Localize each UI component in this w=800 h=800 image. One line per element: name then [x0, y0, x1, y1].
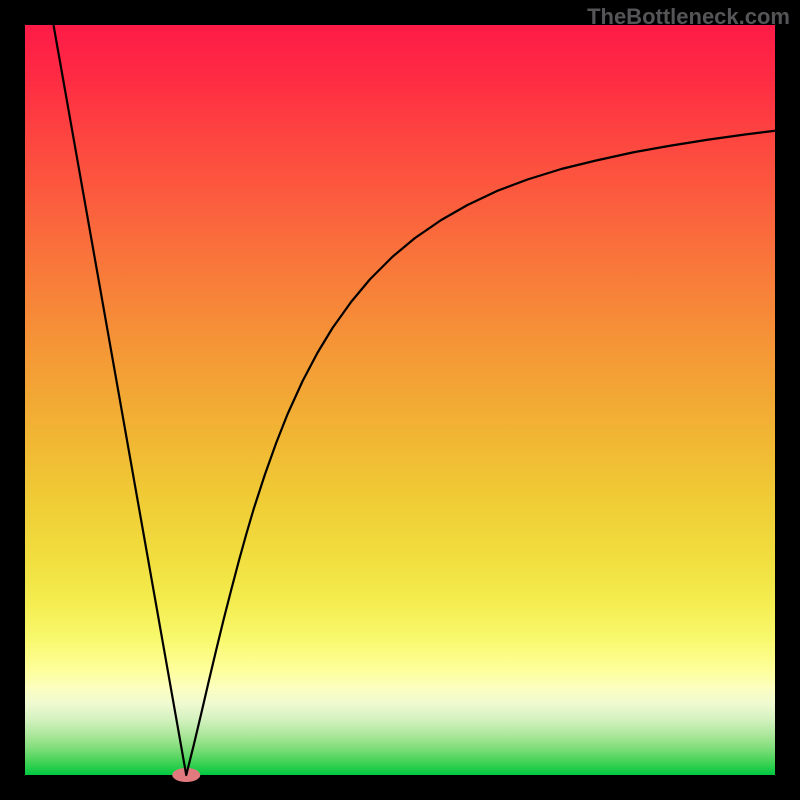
- plot-gradient-background: [25, 25, 775, 775]
- bottleneck-chart: [0, 0, 800, 800]
- watermark-text: TheBottleneck.com: [587, 4, 790, 30]
- chart-container: { "watermark": { "text": "TheBottleneck.…: [0, 0, 800, 800]
